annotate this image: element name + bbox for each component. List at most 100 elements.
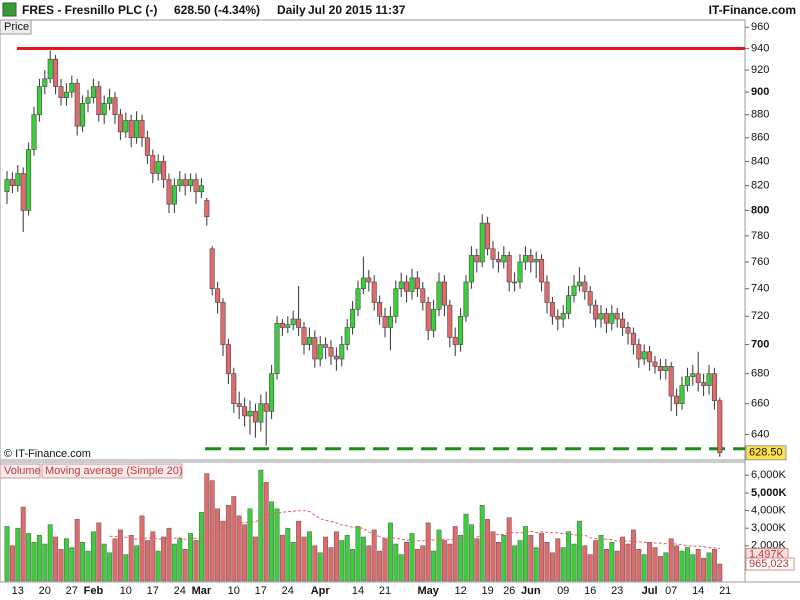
x-tick-label: Mar bbox=[192, 585, 212, 597]
volume-bar bbox=[490, 531, 496, 582]
x-tick-label: 21 bbox=[719, 585, 731, 597]
x-tick-label: 21 bbox=[379, 585, 391, 597]
volume-bar bbox=[582, 545, 588, 582]
volume-bar bbox=[555, 538, 561, 582]
volume-bar bbox=[517, 540, 523, 582]
x-tick-label: 27 bbox=[66, 585, 78, 597]
volume-bar bbox=[620, 536, 626, 582]
last-price-box bbox=[745, 445, 787, 461]
candle-body bbox=[74, 82, 80, 127]
volume-bar bbox=[26, 533, 32, 582]
candle-body bbox=[674, 395, 680, 404]
candle-body bbox=[517, 261, 523, 283]
volume-bar bbox=[684, 547, 690, 582]
candle-body bbox=[495, 259, 501, 263]
last-price-label: 628.50 bbox=[749, 447, 783, 459]
candle-body bbox=[425, 302, 431, 331]
candle-body bbox=[474, 255, 480, 263]
candle-body bbox=[344, 327, 350, 345]
candle-body bbox=[107, 97, 113, 104]
volume-bar bbox=[80, 542, 86, 582]
volume-bar bbox=[323, 536, 329, 582]
volume-bar bbox=[155, 550, 161, 582]
volume-bar bbox=[711, 549, 717, 582]
volume-bar bbox=[571, 543, 577, 582]
candle-body bbox=[479, 222, 485, 263]
x-tick-label: May bbox=[417, 585, 439, 597]
candle-body bbox=[4, 179, 10, 193]
volume-bar bbox=[279, 534, 285, 582]
candle-body bbox=[242, 406, 248, 417]
volume-bar bbox=[263, 482, 269, 582]
candle-body bbox=[684, 376, 690, 386]
candle-body bbox=[26, 149, 32, 211]
volume-bar bbox=[366, 545, 372, 582]
volume-bar bbox=[387, 522, 393, 582]
volume-bar bbox=[668, 538, 674, 582]
y-tick-label: 840 bbox=[751, 155, 769, 167]
x-tick-label: 19 bbox=[481, 585, 493, 597]
candle-body bbox=[663, 366, 669, 372]
candle-body bbox=[171, 185, 177, 205]
volume-bar bbox=[717, 563, 723, 582]
candle-body bbox=[625, 327, 631, 334]
y-tick-label: 660 bbox=[751, 398, 769, 410]
candle-body bbox=[225, 344, 231, 374]
y-tick-label: 740 bbox=[751, 283, 769, 295]
candle-body bbox=[290, 318, 296, 325]
volume-bar bbox=[306, 531, 312, 582]
volume-bar bbox=[441, 540, 447, 582]
candle-body bbox=[155, 161, 161, 174]
y-tick-label: 860 bbox=[751, 132, 769, 144]
timestamp: Jul 20 2015 11:37 bbox=[308, 3, 406, 17]
candle-body bbox=[296, 318, 302, 328]
volume-bar bbox=[134, 545, 140, 582]
last-volume-label: 965,023 bbox=[749, 558, 789, 570]
volume-bar bbox=[312, 545, 318, 582]
volume-bar bbox=[231, 496, 237, 582]
candle-body bbox=[312, 337, 318, 360]
volume-bar bbox=[4, 526, 10, 582]
y-tick-label: 880 bbox=[751, 109, 769, 121]
volume-bar bbox=[409, 533, 415, 582]
candle-body bbox=[452, 337, 458, 345]
y-tick-label: 4,000K bbox=[751, 504, 787, 516]
candle-body bbox=[306, 337, 312, 345]
volume-bar bbox=[495, 542, 501, 582]
x-tick-label: 24 bbox=[282, 585, 294, 597]
y-tick-label: 920 bbox=[751, 64, 769, 76]
volume-bar bbox=[350, 549, 356, 582]
candle-body bbox=[441, 281, 447, 306]
candle-body bbox=[490, 248, 496, 260]
volume-bar bbox=[404, 542, 410, 582]
candle-body bbox=[112, 97, 118, 115]
volume-bar bbox=[258, 469, 264, 582]
candle-body bbox=[544, 281, 550, 303]
volume-bar bbox=[269, 501, 275, 582]
candle-body bbox=[701, 382, 707, 386]
volume-bar bbox=[382, 538, 388, 582]
volume-bar bbox=[128, 534, 134, 582]
candle-body bbox=[404, 281, 410, 292]
volume-bar bbox=[182, 549, 188, 582]
x-tick-label: 12 bbox=[454, 585, 466, 597]
volume-bar bbox=[614, 550, 620, 582]
volume-bar bbox=[447, 543, 453, 582]
volume-bar bbox=[198, 512, 204, 582]
volume-bar bbox=[539, 533, 545, 582]
candle-body bbox=[598, 313, 604, 320]
volume-bar bbox=[625, 543, 631, 582]
volume-bar bbox=[393, 543, 399, 582]
candle-body bbox=[215, 288, 221, 303]
volume-bar bbox=[144, 540, 150, 582]
volume-bar bbox=[225, 505, 231, 582]
volume-bar bbox=[360, 536, 366, 582]
x-tick-label: 07 bbox=[665, 585, 677, 597]
volume-bar bbox=[690, 554, 696, 582]
volume-bar bbox=[479, 505, 485, 582]
x-tick-label: 16 bbox=[584, 585, 596, 597]
volume-bar bbox=[474, 538, 480, 582]
candle-body bbox=[47, 58, 53, 80]
volume-bar bbox=[549, 552, 555, 582]
